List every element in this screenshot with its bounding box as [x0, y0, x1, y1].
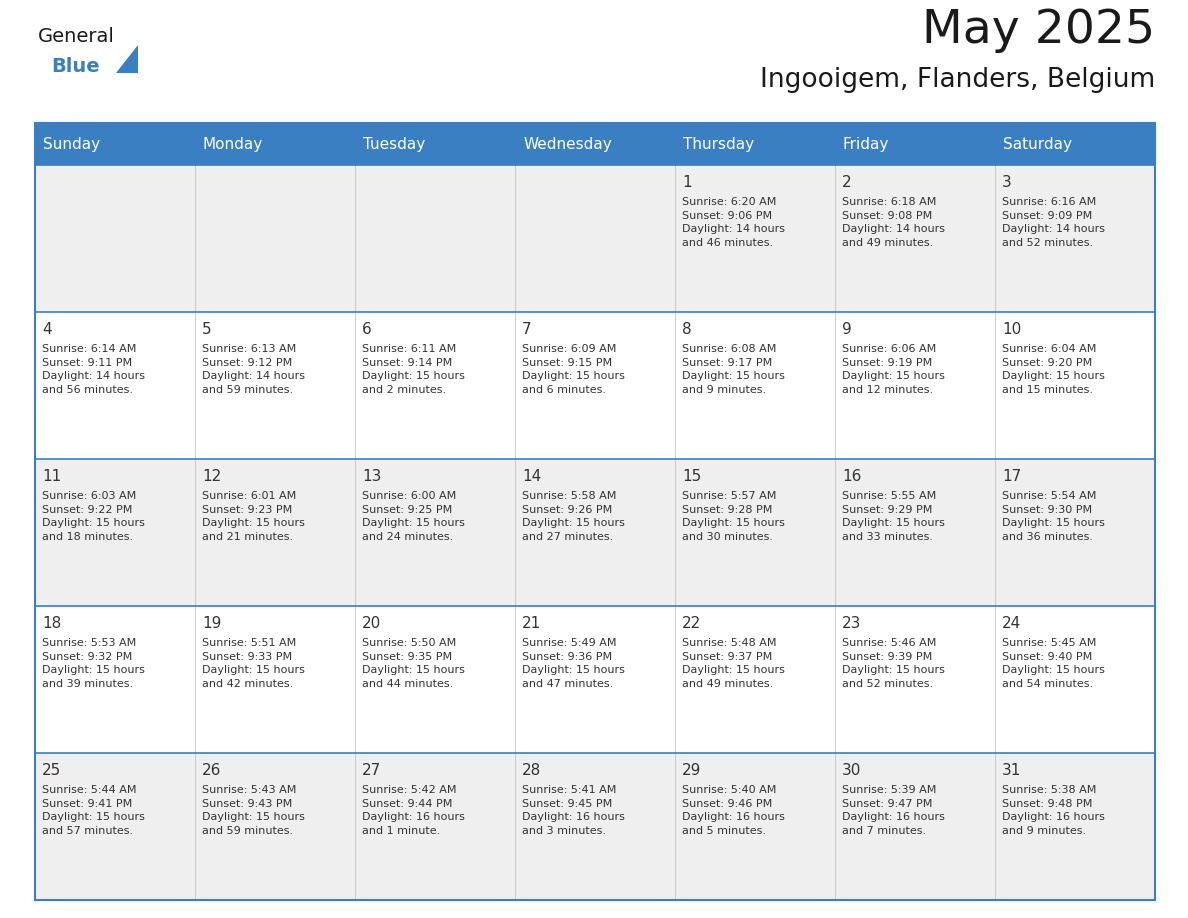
- Text: Sunrise: 6:16 AM
Sunset: 9:09 PM
Daylight: 14 hours
and 52 minutes.: Sunrise: 6:16 AM Sunset: 9:09 PM Dayligh…: [1001, 197, 1105, 248]
- Text: 15: 15: [682, 469, 701, 484]
- Text: 19: 19: [202, 616, 221, 631]
- Polygon shape: [116, 46, 138, 73]
- Text: Sunrise: 6:20 AM
Sunset: 9:06 PM
Daylight: 14 hours
and 46 minutes.: Sunrise: 6:20 AM Sunset: 9:06 PM Dayligh…: [682, 197, 785, 248]
- Text: Friday: Friday: [843, 137, 890, 151]
- Text: 2: 2: [842, 175, 852, 190]
- Text: 30: 30: [842, 763, 861, 778]
- Text: 6: 6: [362, 322, 372, 337]
- Text: Sunrise: 5:44 AM
Sunset: 9:41 PM
Daylight: 15 hours
and 57 minutes.: Sunrise: 5:44 AM Sunset: 9:41 PM Dayligh…: [42, 785, 145, 835]
- Bar: [34, 606, 1155, 753]
- Text: 22: 22: [682, 616, 701, 631]
- Text: Sunrise: 5:48 AM
Sunset: 9:37 PM
Daylight: 15 hours
and 49 minutes.: Sunrise: 5:48 AM Sunset: 9:37 PM Dayligh…: [682, 638, 785, 688]
- Text: 25: 25: [42, 763, 62, 778]
- Text: 11: 11: [42, 469, 62, 484]
- Text: 18: 18: [42, 616, 62, 631]
- Text: Sunrise: 5:45 AM
Sunset: 9:40 PM
Daylight: 15 hours
and 54 minutes.: Sunrise: 5:45 AM Sunset: 9:40 PM Dayligh…: [1001, 638, 1105, 688]
- Text: Sunrise: 6:01 AM
Sunset: 9:23 PM
Daylight: 15 hours
and 21 minutes.: Sunrise: 6:01 AM Sunset: 9:23 PM Dayligh…: [202, 491, 305, 542]
- Text: 3: 3: [1001, 175, 1012, 190]
- Text: Sunrise: 5:55 AM
Sunset: 9:29 PM
Daylight: 15 hours
and 33 minutes.: Sunrise: 5:55 AM Sunset: 9:29 PM Dayligh…: [842, 491, 944, 542]
- Text: Sunrise: 6:13 AM
Sunset: 9:12 PM
Daylight: 14 hours
and 59 minutes.: Sunrise: 6:13 AM Sunset: 9:12 PM Dayligh…: [202, 344, 305, 395]
- Text: 16: 16: [842, 469, 861, 484]
- Text: Sunday: Sunday: [43, 137, 100, 151]
- Text: May 2025: May 2025: [922, 8, 1155, 53]
- Text: 1: 1: [682, 175, 691, 190]
- Text: 13: 13: [362, 469, 381, 484]
- Text: 23: 23: [842, 616, 861, 631]
- Text: Sunrise: 5:51 AM
Sunset: 9:33 PM
Daylight: 15 hours
and 42 minutes.: Sunrise: 5:51 AM Sunset: 9:33 PM Dayligh…: [202, 638, 305, 688]
- Text: 27: 27: [362, 763, 381, 778]
- Text: Thursday: Thursday: [683, 137, 754, 151]
- Bar: [34, 165, 1155, 312]
- Text: 9: 9: [842, 322, 852, 337]
- Text: Sunrise: 5:38 AM
Sunset: 9:48 PM
Daylight: 16 hours
and 9 minutes.: Sunrise: 5:38 AM Sunset: 9:48 PM Dayligh…: [1001, 785, 1105, 835]
- Text: Monday: Monday: [203, 137, 264, 151]
- Text: Sunrise: 5:42 AM
Sunset: 9:44 PM
Daylight: 16 hours
and 1 minute.: Sunrise: 5:42 AM Sunset: 9:44 PM Dayligh…: [362, 785, 465, 835]
- Text: Sunrise: 5:50 AM
Sunset: 9:35 PM
Daylight: 15 hours
and 44 minutes.: Sunrise: 5:50 AM Sunset: 9:35 PM Dayligh…: [362, 638, 465, 688]
- Text: General: General: [38, 27, 115, 46]
- Bar: [34, 312, 1155, 459]
- Text: 29: 29: [682, 763, 701, 778]
- Bar: [34, 753, 1155, 900]
- Text: Sunrise: 5:39 AM
Sunset: 9:47 PM
Daylight: 16 hours
and 7 minutes.: Sunrise: 5:39 AM Sunset: 9:47 PM Dayligh…: [842, 785, 944, 835]
- Text: 7: 7: [522, 322, 531, 337]
- Text: 4: 4: [42, 322, 51, 337]
- Text: 26: 26: [202, 763, 221, 778]
- Text: 24: 24: [1001, 616, 1022, 631]
- Text: 28: 28: [522, 763, 542, 778]
- Text: 12: 12: [202, 469, 221, 484]
- Text: Tuesday: Tuesday: [364, 137, 425, 151]
- Text: 21: 21: [522, 616, 542, 631]
- Text: 20: 20: [362, 616, 381, 631]
- Bar: [34, 123, 1155, 900]
- Text: 31: 31: [1001, 763, 1022, 778]
- Bar: [34, 459, 1155, 606]
- Text: Sunrise: 5:57 AM
Sunset: 9:28 PM
Daylight: 15 hours
and 30 minutes.: Sunrise: 5:57 AM Sunset: 9:28 PM Dayligh…: [682, 491, 785, 542]
- Text: Sunrise: 6:09 AM
Sunset: 9:15 PM
Daylight: 15 hours
and 6 minutes.: Sunrise: 6:09 AM Sunset: 9:15 PM Dayligh…: [522, 344, 625, 395]
- Bar: [34, 123, 1155, 165]
- Text: Ingooigem, Flanders, Belgium: Ingooigem, Flanders, Belgium: [760, 67, 1155, 93]
- Text: 14: 14: [522, 469, 542, 484]
- Text: Sunrise: 6:14 AM
Sunset: 9:11 PM
Daylight: 14 hours
and 56 minutes.: Sunrise: 6:14 AM Sunset: 9:11 PM Dayligh…: [42, 344, 145, 395]
- Text: Sunrise: 5:46 AM
Sunset: 9:39 PM
Daylight: 15 hours
and 52 minutes.: Sunrise: 5:46 AM Sunset: 9:39 PM Dayligh…: [842, 638, 944, 688]
- Text: 8: 8: [682, 322, 691, 337]
- Text: Sunrise: 5:49 AM
Sunset: 9:36 PM
Daylight: 15 hours
and 47 minutes.: Sunrise: 5:49 AM Sunset: 9:36 PM Dayligh…: [522, 638, 625, 688]
- Text: 10: 10: [1001, 322, 1022, 337]
- Text: Wednesday: Wednesday: [523, 137, 612, 151]
- Text: Sunrise: 6:06 AM
Sunset: 9:19 PM
Daylight: 15 hours
and 12 minutes.: Sunrise: 6:06 AM Sunset: 9:19 PM Dayligh…: [842, 344, 944, 395]
- Text: Sunrise: 5:53 AM
Sunset: 9:32 PM
Daylight: 15 hours
and 39 minutes.: Sunrise: 5:53 AM Sunset: 9:32 PM Dayligh…: [42, 638, 145, 688]
- Text: Sunrise: 5:41 AM
Sunset: 9:45 PM
Daylight: 16 hours
and 3 minutes.: Sunrise: 5:41 AM Sunset: 9:45 PM Dayligh…: [522, 785, 625, 835]
- Text: Sunrise: 5:43 AM
Sunset: 9:43 PM
Daylight: 15 hours
and 59 minutes.: Sunrise: 5:43 AM Sunset: 9:43 PM Dayligh…: [202, 785, 305, 835]
- Text: Sunrise: 6:11 AM
Sunset: 9:14 PM
Daylight: 15 hours
and 2 minutes.: Sunrise: 6:11 AM Sunset: 9:14 PM Dayligh…: [362, 344, 465, 395]
- Text: Sunrise: 6:03 AM
Sunset: 9:22 PM
Daylight: 15 hours
and 18 minutes.: Sunrise: 6:03 AM Sunset: 9:22 PM Dayligh…: [42, 491, 145, 542]
- Text: Sunrise: 5:54 AM
Sunset: 9:30 PM
Daylight: 15 hours
and 36 minutes.: Sunrise: 5:54 AM Sunset: 9:30 PM Dayligh…: [1001, 491, 1105, 542]
- Text: Sunrise: 6:00 AM
Sunset: 9:25 PM
Daylight: 15 hours
and 24 minutes.: Sunrise: 6:00 AM Sunset: 9:25 PM Dayligh…: [362, 491, 465, 542]
- Text: 17: 17: [1001, 469, 1022, 484]
- Text: 5: 5: [202, 322, 211, 337]
- Text: Sunrise: 5:58 AM
Sunset: 9:26 PM
Daylight: 15 hours
and 27 minutes.: Sunrise: 5:58 AM Sunset: 9:26 PM Dayligh…: [522, 491, 625, 542]
- Text: Sunrise: 5:40 AM
Sunset: 9:46 PM
Daylight: 16 hours
and 5 minutes.: Sunrise: 5:40 AM Sunset: 9:46 PM Dayligh…: [682, 785, 785, 835]
- Text: Sunrise: 6:08 AM
Sunset: 9:17 PM
Daylight: 15 hours
and 9 minutes.: Sunrise: 6:08 AM Sunset: 9:17 PM Dayligh…: [682, 344, 785, 395]
- Text: Sunrise: 6:18 AM
Sunset: 9:08 PM
Daylight: 14 hours
and 49 minutes.: Sunrise: 6:18 AM Sunset: 9:08 PM Dayligh…: [842, 197, 944, 248]
- Text: Sunrise: 6:04 AM
Sunset: 9:20 PM
Daylight: 15 hours
and 15 minutes.: Sunrise: 6:04 AM Sunset: 9:20 PM Dayligh…: [1001, 344, 1105, 395]
- Text: Saturday: Saturday: [1003, 137, 1072, 151]
- Text: Blue: Blue: [51, 57, 100, 76]
